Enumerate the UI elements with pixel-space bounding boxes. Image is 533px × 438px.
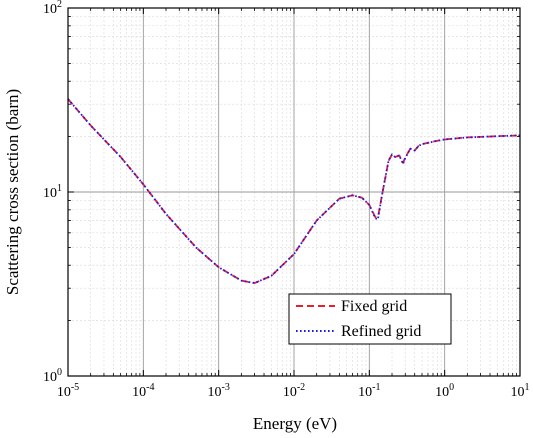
legend: Fixed grid Refined grid <box>288 293 452 345</box>
y-tick-label: 102 <box>43 0 62 17</box>
x-tick-label: 10-3 <box>207 382 229 400</box>
x-tick-label: 10-2 <box>283 382 305 400</box>
y-axis-title: Scattering cross section (barn) <box>3 89 22 295</box>
legend-box <box>288 293 452 345</box>
y-tick-labels: 100 101 102 <box>43 0 62 385</box>
x-tick-label: 10-1 <box>358 382 380 400</box>
ticks-layer <box>67 7 521 377</box>
x-tick-label: 10-4 <box>132 382 154 400</box>
series-layer <box>67 98 521 284</box>
x-tick-labels: 10-5 10-4 10-3 10-2 10-1 100 101 <box>57 382 530 400</box>
y-tick-label: 101 <box>43 183 62 201</box>
x-tick-label: 101 <box>511 382 530 400</box>
x-axis-title: Energy (eV) <box>253 414 337 433</box>
legend-label-refined-grid: Refined grid <box>341 323 421 340</box>
legend-label-fixed-grid: Fixed grid <box>341 298 407 315</box>
x-tick-label: 10-5 <box>57 382 79 400</box>
y-tick-label: 100 <box>43 367 62 385</box>
series-line-refined-grid <box>67 98 521 284</box>
x-tick-label: 100 <box>435 382 454 400</box>
